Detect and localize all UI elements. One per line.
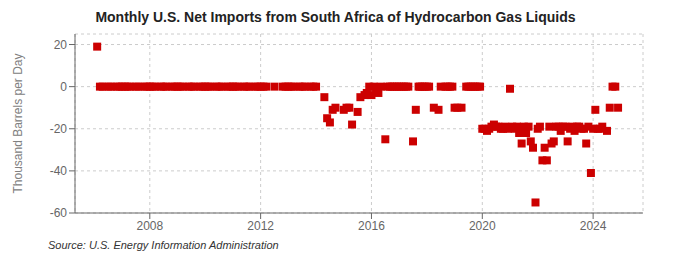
html-text:Source: U.S. Energy Informatio: Source: U.S. Energy Information Administ… [48, 239, 279, 251]
html-text:Monthly U.S. Net Imports from: Monthly U.S. Net Imports from South Afri… [95, 9, 576, 25]
svg-text:Thousand Barrels per Day: Thousand Barrels per Day [11, 53, 25, 193]
svg-text:-40: -40 [50, 164, 68, 178]
svg-text:2024: 2024 [580, 219, 607, 233]
svg-text:2008: 2008 [136, 219, 163, 233]
svg-text:2016: 2016 [358, 219, 385, 233]
svg-text:-60: -60 [50, 206, 68, 220]
svg-text:2012: 2012 [247, 219, 274, 233]
svg-text:0: 0 [60, 80, 67, 94]
svg-text:20: 20 [54, 38, 68, 52]
svg-text:-20: -20 [50, 122, 68, 136]
svg-text:2020: 2020 [469, 219, 496, 233]
